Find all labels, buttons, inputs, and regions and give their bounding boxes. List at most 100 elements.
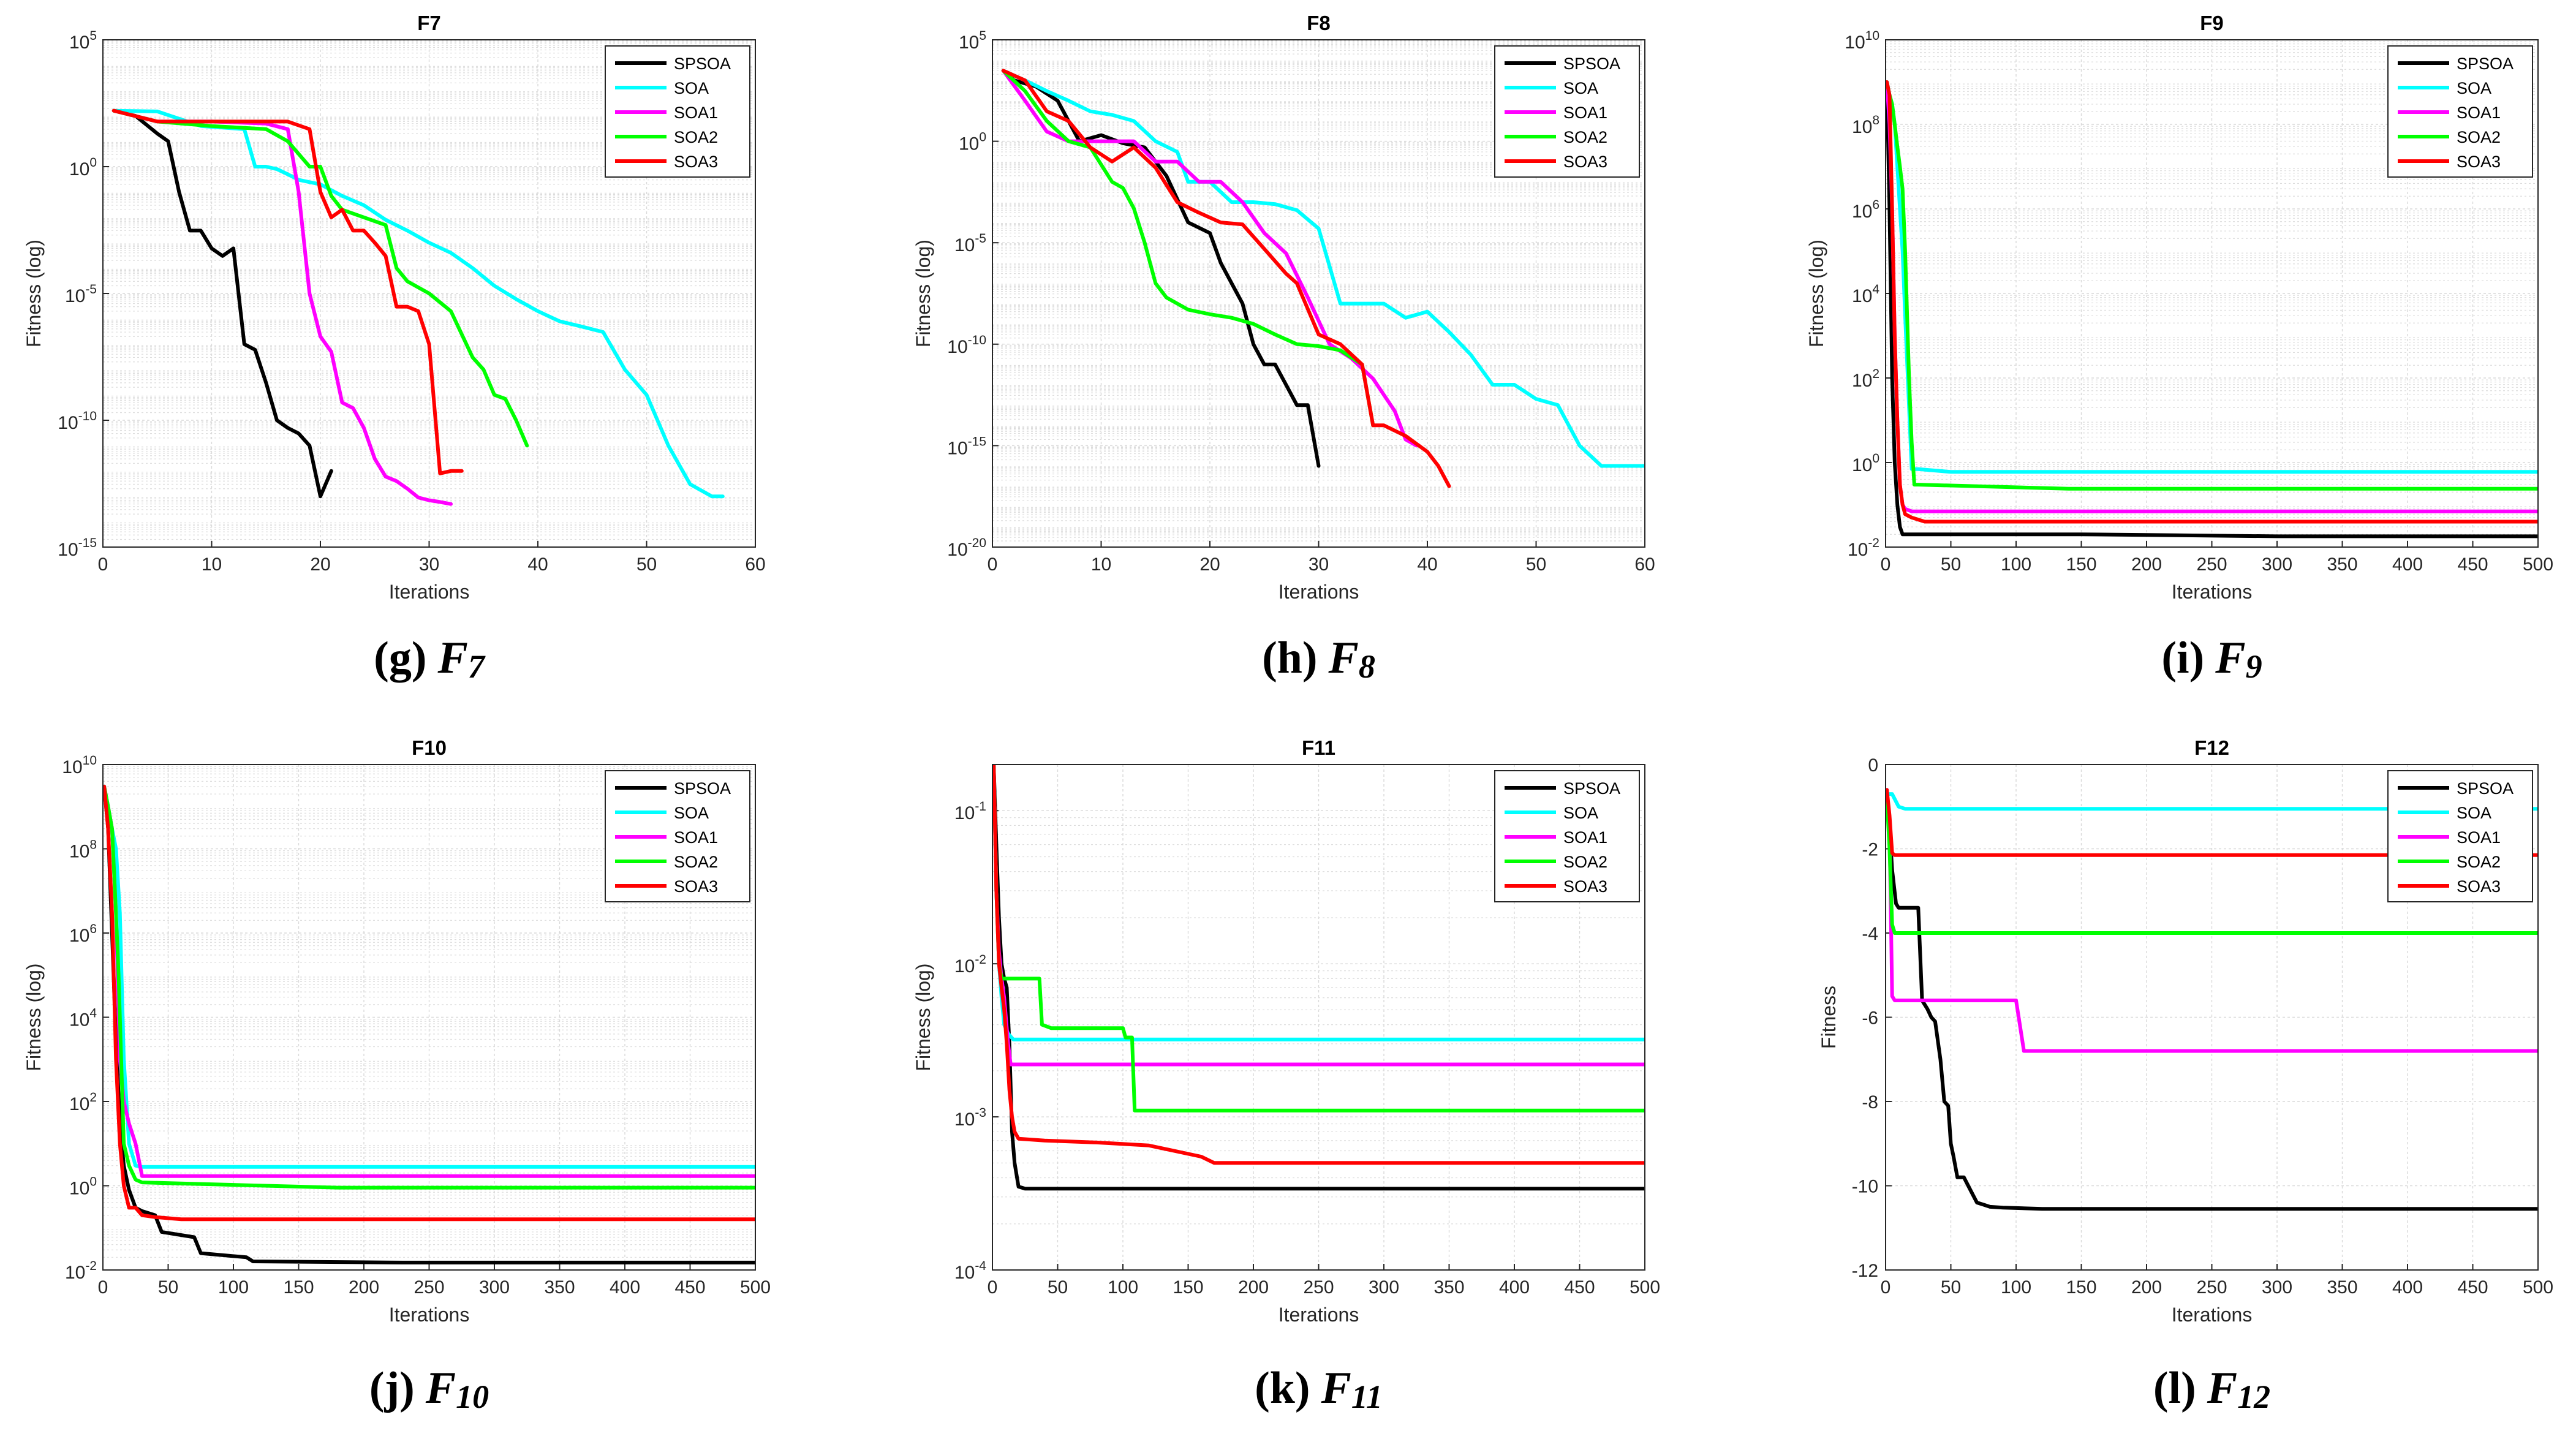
x-tick-label: 300: [2262, 554, 2292, 575]
caption-letter: (j): [369, 1363, 415, 1413]
panel-title: F9: [2200, 12, 2224, 34]
y-tick-exponent: 4: [1872, 282, 1879, 297]
panel-title: F7: [417, 12, 441, 34]
axes-box: [1885, 39, 2539, 548]
y-tick-label: 10-10: [58, 409, 97, 433]
series-group: [1001, 69, 1645, 488]
y-tick-exponent: 6: [1872, 198, 1879, 212]
legend: SPSOA SOA SOA1 SOA2 SOA3: [605, 45, 750, 178]
legend-label: SOA1: [2457, 828, 2501, 847]
legend-label: SOA3: [674, 877, 718, 896]
legend-label: SOA2: [2457, 128, 2501, 146]
legend-label: SOA: [1563, 79, 1598, 97]
y-tick-exponent: -20: [968, 536, 986, 550]
y-tick-label: 10-2: [954, 953, 986, 977]
x-tick-label: 30: [419, 554, 439, 575]
x-tick-label: 250: [1303, 1277, 1334, 1298]
x-axis-label: Iterations: [389, 1304, 470, 1326]
series-group: [1886, 80, 2538, 538]
series-line-soa3: [992, 765, 1645, 1165]
x-tick-label: 350: [2327, 554, 2357, 575]
caption-subscript: 11: [1351, 1378, 1383, 1415]
caption-function: F: [1321, 1363, 1351, 1413]
caption-letter: (h): [1262, 633, 1317, 683]
x-tick-label: 200: [2131, 554, 2162, 575]
series-line-soa1: [111, 108, 453, 506]
series-line-soa2: [1886, 796, 2538, 935]
y-tick-exponent: 2: [89, 1090, 97, 1105]
y-tick-label: 100: [959, 130, 986, 154]
axes-box: [102, 764, 756, 1271]
series-line-spsoa: [1886, 796, 2538, 1211]
legend-label: SOA3: [1563, 877, 1607, 896]
legend-label: SPSOA: [1563, 55, 1620, 73]
series-line-soa: [1001, 69, 1645, 468]
legend-label: SOA2: [674, 853, 718, 871]
y-tick-exponent: 0: [89, 1175, 97, 1189]
series-line-soa: [111, 108, 725, 499]
x-tick-label: 100: [1108, 1277, 1138, 1298]
y-tick-exponent: -15: [78, 536, 97, 550]
x-tick-label: 250: [2196, 1277, 2227, 1298]
x-tick-label: 60: [745, 554, 765, 575]
caption-function: F: [425, 1363, 456, 1413]
legend-label: SOA: [674, 804, 709, 822]
x-tick-label: 0: [1881, 1277, 1891, 1298]
x-tick-label: 500: [740, 1277, 771, 1298]
panel-title: F8: [1307, 12, 1331, 34]
legend-label: SOA3: [2457, 877, 2501, 896]
x-tick-label: 30: [1309, 554, 1329, 575]
series-line-soa1: [1001, 69, 1419, 448]
x-tick-label: 40: [527, 554, 548, 575]
panel-caption: (i) F9: [2161, 633, 2262, 685]
panel-caption: (k) F11: [1255, 1363, 1383, 1415]
y-tick-label: 10-1: [954, 799, 986, 823]
legend-label: SPSOA: [2457, 55, 2514, 73]
x-tick-label: 450: [2457, 1277, 2488, 1298]
chart-panel-f11: 0 50 100 150 200 250 300 350 400 450 500 10-1 10-2 10…: [912, 736, 1660, 1415]
y-tick-label: 10-4: [954, 1259, 986, 1283]
y-tick-exponent: 8: [1872, 113, 1879, 127]
panel-title: F12: [2194, 736, 2229, 759]
y-tick-label: 10-2: [1848, 536, 1879, 560]
chart-panel-f7: 0 10 20 30 40 50 6010510010-510-1010-15F7Itera…: [23, 12, 766, 685]
x-tick-label: 10: [202, 554, 222, 575]
panel-caption: (j) F10: [369, 1363, 489, 1415]
series-line-soa3: [1886, 788, 2538, 857]
caption-subscript: 12: [2237, 1378, 2270, 1415]
legend-label: SOA2: [1563, 128, 1607, 146]
caption-subscript: 9: [2246, 648, 2262, 685]
caption-function: F: [2215, 633, 2245, 683]
series-line-spsoa: [1886, 80, 2538, 538]
y-tick-label: 108: [69, 838, 97, 862]
x-tick-label: 450: [674, 1277, 705, 1298]
y-tick-label: -2: [1862, 840, 1878, 860]
y-axis-label: Fitness (log): [1805, 240, 1827, 347]
y-tick-label: -4: [1862, 924, 1878, 944]
y-tick-label: 1010: [62, 754, 97, 777]
legend-label: SOA3: [1563, 153, 1607, 171]
x-tick-label: 200: [349, 1277, 379, 1298]
y-tick-exponent: 10: [83, 754, 97, 768]
x-tick-label: 400: [2392, 554, 2423, 575]
x-tick-label: 500: [2523, 554, 2553, 575]
caption-function: F: [2207, 1363, 2237, 1413]
y-tick-exponent: 0: [1872, 452, 1879, 466]
series-line-spsoa: [1001, 69, 1321, 468]
y-tick-exponent: -5: [85, 282, 97, 297]
y-tick-label: 104: [1852, 282, 1879, 306]
y-tick-label: 100: [1852, 452, 1879, 475]
y-tick-label: 10-2: [65, 1259, 97, 1283]
x-tick-label: 60: [1634, 554, 1655, 575]
x-tick-label: 50: [158, 1277, 178, 1298]
x-tick-label: 300: [2262, 1277, 2292, 1298]
caption-letter: (k): [1255, 1363, 1310, 1413]
y-tick-label: -8: [1862, 1092, 1878, 1113]
legend-label: SOA1: [1563, 828, 1607, 847]
x-tick-label: 20: [1199, 554, 1220, 575]
y-tick-exponent: -4: [975, 1259, 986, 1273]
y-axis-label: Fitness (log): [912, 963, 934, 1071]
axes-box: [992, 39, 1645, 548]
legend-label: SOA2: [1563, 853, 1607, 871]
x-axis-label: Iterations: [2172, 581, 2253, 603]
